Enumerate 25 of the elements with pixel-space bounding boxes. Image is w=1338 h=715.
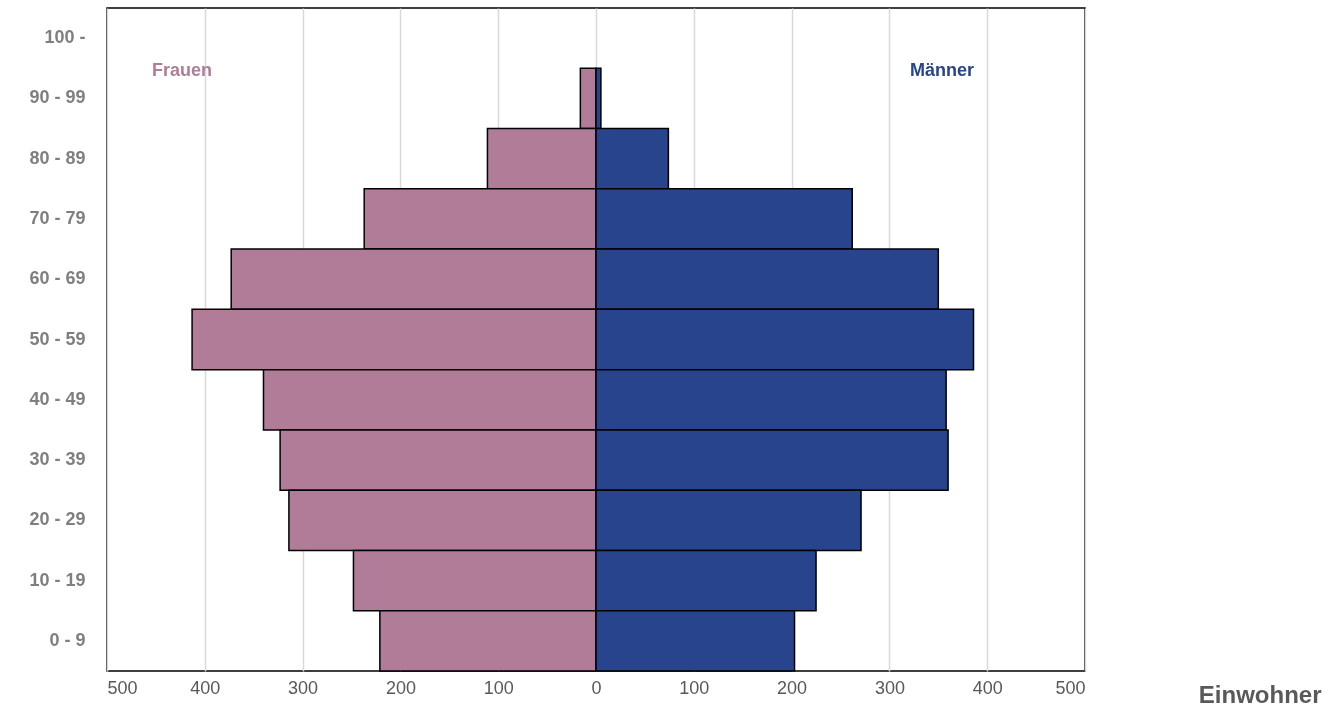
x-tick-label: 100 <box>679 677 710 698</box>
y-tick-label: 30 - 39 <box>29 449 86 470</box>
text: Frauen <box>152 60 213 80</box>
y-tick-label: 70 - 79 <box>29 207 86 228</box>
x-axis-title: Einwohner <box>1198 680 1322 708</box>
y-tick-label: 100 - <box>44 27 86 48</box>
x-tick-label: 400 <box>972 677 1003 698</box>
x-tick-label: 200 <box>385 677 416 698</box>
x-tick-label: 200 <box>777 677 808 698</box>
y-tick-label: 90 - 99 <box>29 87 86 108</box>
y-tick-label: 60 - 69 <box>29 268 86 289</box>
y-tick-label: 10 - 19 <box>29 569 86 590</box>
x-tick-label: 100 <box>483 677 514 698</box>
y-tick-label: 40 - 49 <box>29 388 86 409</box>
y-tick-label: 80 - 89 <box>29 147 86 168</box>
x-tick-label: 500 <box>107 677 138 698</box>
x-tick-label: 300 <box>288 677 319 698</box>
x-tick-label: 0 <box>591 677 602 698</box>
x-tick-label: 300 <box>874 677 905 698</box>
y-tick-label: 0 - 9 <box>49 629 86 650</box>
y-tick-label: 50 - 59 <box>29 328 86 349</box>
x-tick-label: 400 <box>190 677 221 698</box>
text: Männer <box>910 60 975 80</box>
y-tick-label: 20 - 29 <box>29 509 86 530</box>
x-tick-label: 500 <box>1055 677 1086 698</box>
